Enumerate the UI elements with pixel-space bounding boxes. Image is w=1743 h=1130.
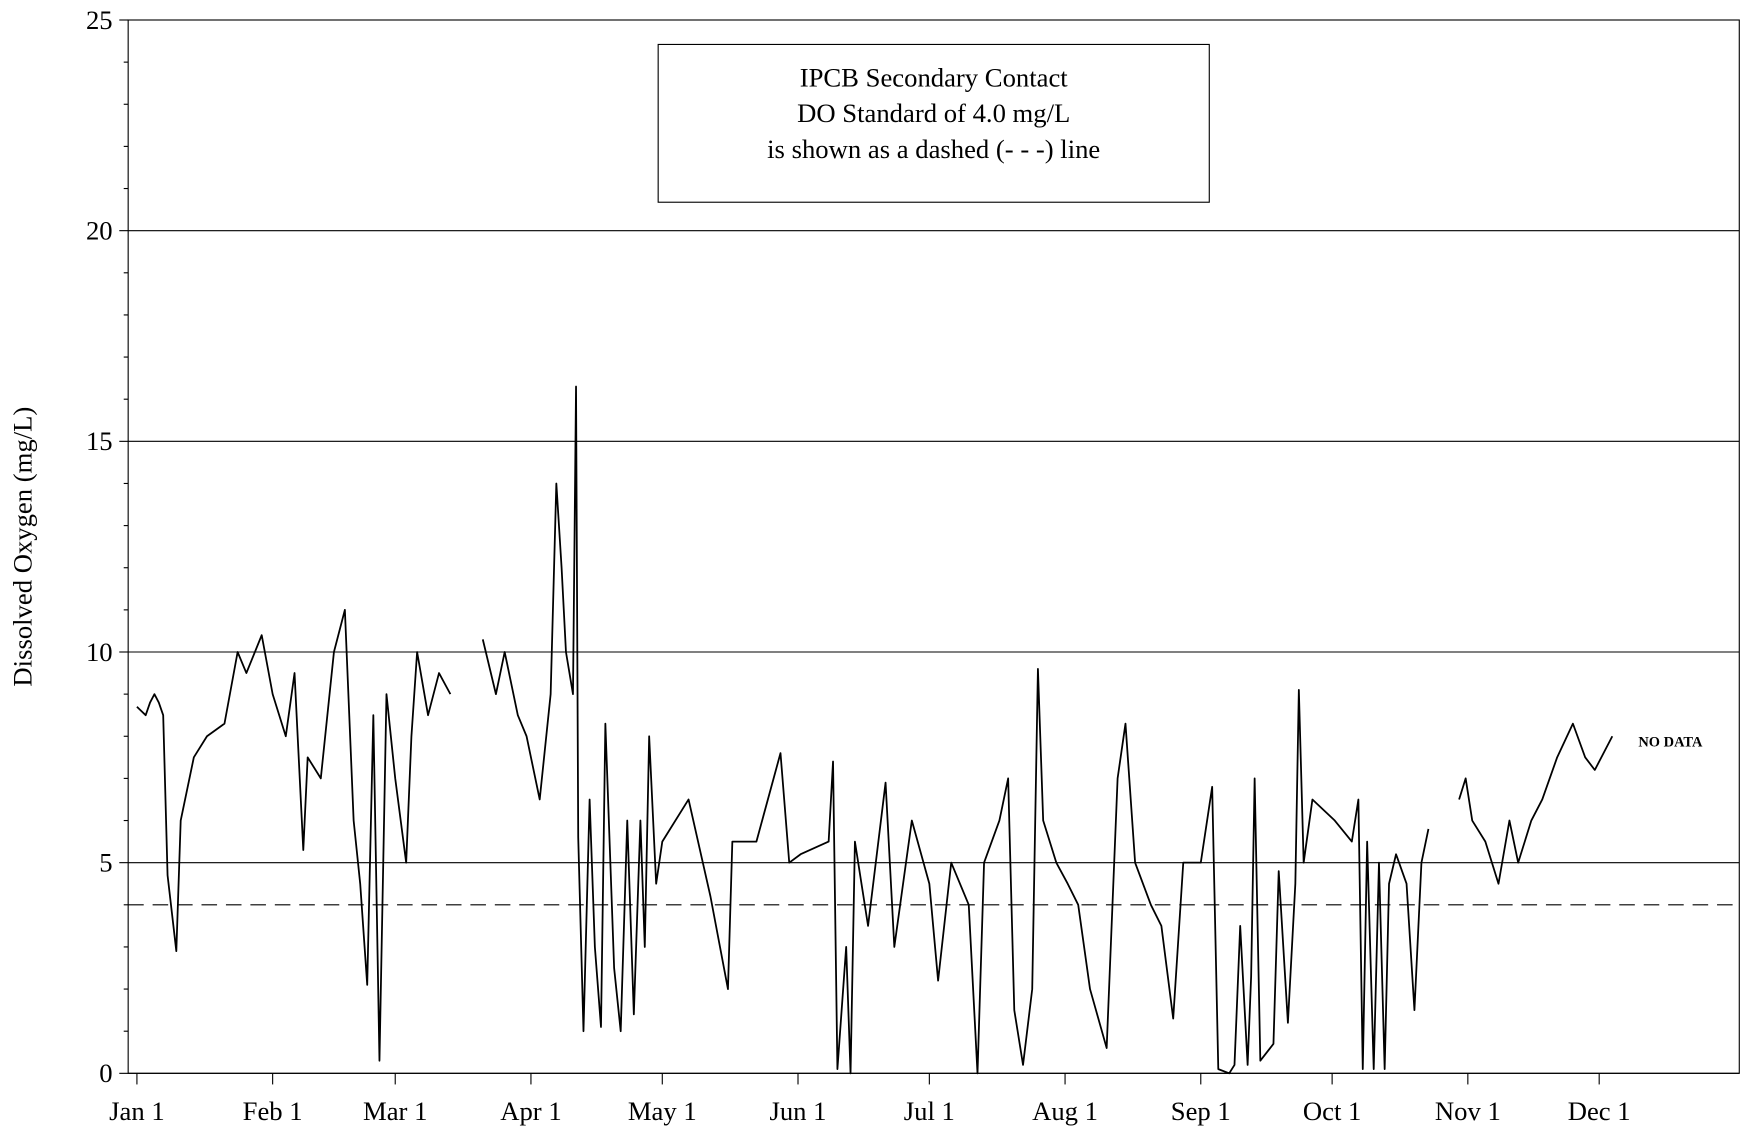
y-tick-label: 20 xyxy=(86,216,113,246)
x-tick-label: Jul 1 xyxy=(904,1096,955,1126)
x-tick-label: Apr 1 xyxy=(500,1096,561,1126)
x-tick-label: Jan 1 xyxy=(109,1096,165,1126)
annotation-line: DO Standard of 4.0 mg/L xyxy=(797,98,1070,128)
x-tick-label: Aug 1 xyxy=(1032,1096,1098,1126)
x-tick-label: Mar 1 xyxy=(363,1096,427,1126)
x-tick-label: Oct 1 xyxy=(1303,1096,1361,1126)
y-axis-label: Dissolved Oxygen (mg/L) xyxy=(7,407,37,687)
x-tick-label: Feb 1 xyxy=(243,1096,303,1126)
x-tick-label: Nov 1 xyxy=(1435,1096,1501,1126)
annotation-line: IPCB Secondary Contact xyxy=(800,63,1069,93)
x-tick-label: Jun 1 xyxy=(769,1096,826,1126)
y-tick-label: 5 xyxy=(99,848,112,878)
data-line xyxy=(136,385,1614,1075)
y-tick-label: 10 xyxy=(86,637,113,667)
y-tick-label: 25 xyxy=(86,5,113,35)
plot-frame xyxy=(127,19,1740,1074)
annotation-line: is shown as a dashed (- - -) line xyxy=(767,134,1100,164)
y-tick-label: 15 xyxy=(86,426,113,456)
no-data-label: NO DATA xyxy=(1638,735,1703,751)
annotation-box xyxy=(657,43,1210,203)
y-tick-label: 0 xyxy=(99,1058,112,1088)
x-tick-label: Dec 1 xyxy=(1568,1096,1631,1126)
x-tick-label: Sep 1 xyxy=(1171,1096,1231,1126)
x-tick-label: May 1 xyxy=(628,1096,697,1126)
